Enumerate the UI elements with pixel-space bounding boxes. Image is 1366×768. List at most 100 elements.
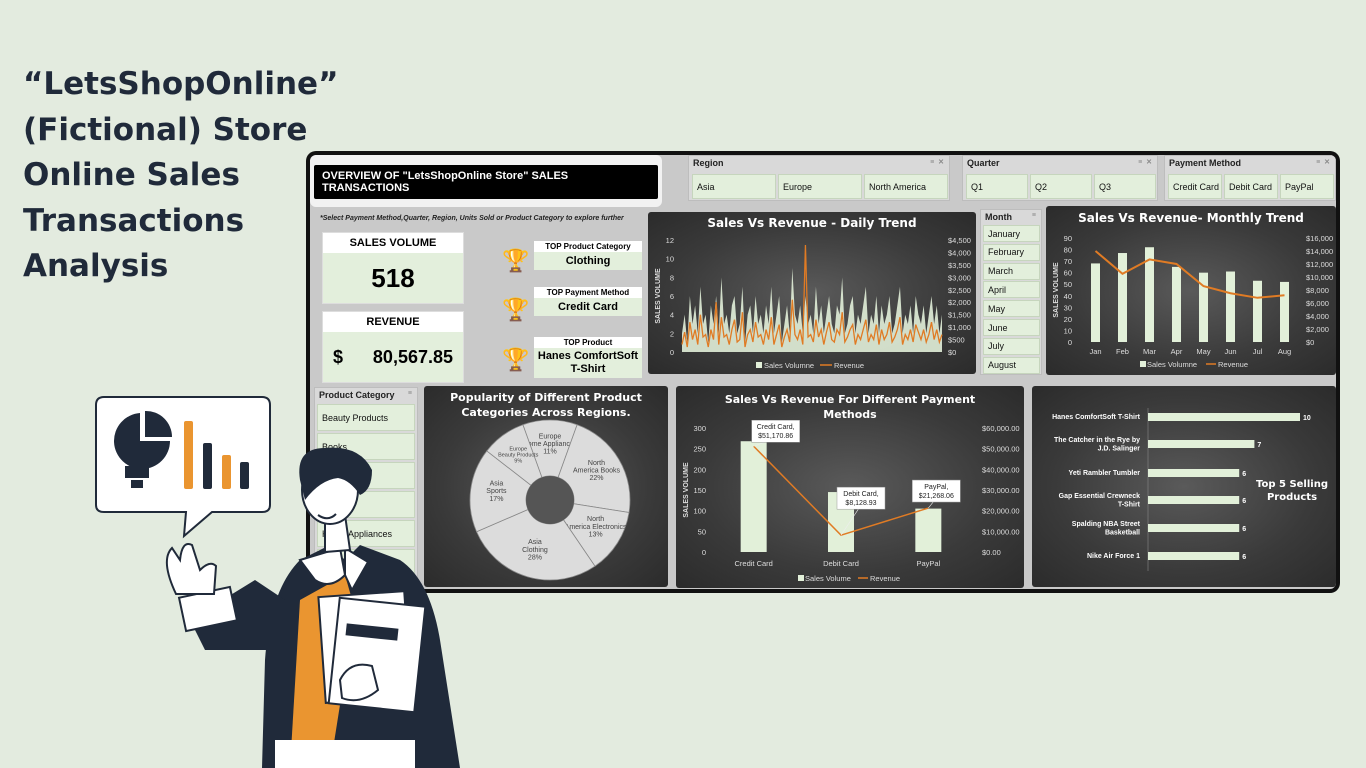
y2-tick-label: $3,000	[948, 273, 971, 282]
x-tick-label: Debit Card	[823, 559, 859, 568]
y-category-label: T-Shirt	[1118, 502, 1141, 509]
clear-filter-icon[interactable]: ≡	[1031, 212, 1037, 219]
slice-label: 17%	[489, 496, 503, 503]
slicer-item-month[interactable]: May	[983, 300, 1040, 318]
slicer-item-month[interactable]: January	[983, 225, 1040, 242]
analytics-icon	[114, 410, 249, 489]
bar	[1253, 280, 1262, 342]
y-tick-label: 4	[670, 311, 674, 320]
bar	[1148, 469, 1240, 477]
bar	[1199, 272, 1208, 342]
slicer-item-month[interactable]: July	[983, 337, 1040, 355]
slice-label: Europe	[509, 446, 527, 452]
bar	[1118, 253, 1127, 342]
slicer-item-month[interactable]: April	[983, 281, 1040, 299]
slicer-item-month[interactable]: February	[983, 243, 1040, 261]
slicer-item-q3[interactable]: Q3	[1094, 174, 1156, 199]
data-label: Credit Card,	[757, 424, 795, 431]
title-line: “LetsShopOnline”	[23, 66, 339, 102]
revenue-value-box: $ 80,567.85	[323, 332, 463, 382]
y2-tick-label: $10,000.00	[982, 527, 1020, 536]
slice-label: America Books	[573, 468, 621, 475]
y2-tick-label: $14,000	[1306, 247, 1333, 256]
clear-filter-icon[interactable]: ≡ ✕	[930, 159, 945, 166]
y-tick-label: 0	[670, 348, 674, 357]
clear-filter-icon[interactable]: ≡	[407, 390, 413, 397]
y-tick-label: 100	[693, 507, 706, 516]
legend-label: Sales Volumne	[764, 361, 814, 370]
trophy-icon: 🏆	[502, 347, 530, 372]
y-category-label: Hanes ComfortSoft T-Shirt	[1052, 414, 1141, 421]
slice-label: 11%	[543, 449, 557, 456]
slicer-item-category[interactable]	[317, 491, 415, 518]
data-label-box	[836, 486, 886, 510]
slicer-item-north-america[interactable]: North America	[864, 174, 948, 199]
y2-tick-label: $3,500	[948, 261, 971, 270]
slicer-item-asia[interactable]: Asia	[692, 174, 776, 199]
chart-title: Sales Vs Revenue- Monthly Trend	[1078, 211, 1304, 225]
data-label: $8,128.93	[845, 500, 876, 507]
y-tick-label: 10	[666, 255, 674, 264]
slice-label: 13%	[589, 532, 603, 539]
y2-tick-label: $20,000.00	[982, 507, 1020, 516]
slicer-item-credit-card[interactable]: Credit Card	[1168, 174, 1222, 199]
title-line: Analysis	[23, 248, 169, 284]
slicer-item-category[interactable]	[317, 462, 415, 489]
slicer-item-debit-card[interactable]: Debit Card	[1224, 174, 1278, 199]
data-label: $51,170.86	[758, 433, 793, 440]
bar	[1172, 266, 1181, 342]
top-label: TOP Product Category	[534, 241, 642, 252]
daily-trend-svg: 12 10 8 6 4 2 0 $4,500 $4,000 $3,500 $3,000 $2,500 $…	[655, 236, 971, 370]
filter-hint: *Select Payment Method,Quarter, Region, …	[320, 215, 624, 222]
top-products-chart: Top 5 Selling Products 10 Hanes ComfortSo…	[1032, 386, 1336, 587]
slice-label: Asia	[528, 539, 542, 546]
monthly-trend-chart: Sales Vs Revenue- Monthly Trend 90 80 70 60…	[1046, 206, 1336, 375]
slicer-item-month[interactable]: August	[983, 356, 1040, 374]
payment-method-slicer: Payment Method ≡ ✕ Credit Card Debit Card…	[1164, 155, 1336, 201]
slicer-item-category[interactable]: Books	[317, 433, 415, 460]
slicer-item-paypal[interactable]: PayPal	[1280, 174, 1334, 199]
bar	[1148, 524, 1240, 532]
y2-tick-label: $2,000	[948, 298, 971, 307]
slicer-title: Quarter	[967, 158, 1000, 168]
speech-bubble	[95, 396, 271, 539]
slicer-item-europe[interactable]: Europe	[778, 174, 862, 199]
slice-label: Europe	[539, 433, 562, 440]
slicer-item-month[interactable]: June	[983, 319, 1040, 336]
y-tick-label: 0	[1068, 338, 1072, 347]
bar-value-label: 10	[1303, 415, 1311, 422]
donut-hole	[526, 476, 574, 524]
y-category-label: Basketball	[1105, 530, 1140, 537]
y-tick-label: 10	[1064, 326, 1072, 335]
daily-trend-chart: Sales Vs Revenue - Daily Trend 12 10 8 6 4 2 0…	[648, 212, 976, 374]
chart-title: Sales Vs Revenue - Daily Trend	[707, 216, 917, 230]
y-category-label: Yeti Rambler Tumbler	[1069, 470, 1141, 477]
month-slicer: Month ≡ January February March April May June J…	[980, 209, 1042, 375]
top-payment: TOP Payment Method Credit Card	[534, 287, 642, 316]
bar	[915, 508, 942, 552]
clear-filter-icon[interactable]: ≡ ✕	[1138, 159, 1153, 166]
slice-label: Sports	[486, 488, 507, 495]
revenue-line	[681, 244, 943, 348]
monthly-trend-svg: 90 80 70 60 50 40 30 20 10 0 $16,000 $14,000 $12,000…	[1053, 234, 1333, 369]
slicer-item-category[interactable]	[317, 549, 415, 576]
laptop-screen-frame: OVERVIEW OF "LetsShopOnline Store" SALES…	[306, 151, 1340, 593]
overview-title: OVERVIEW OF "LetsShopOnline Store" SALES…	[314, 165, 658, 199]
title-line: (Fictional) Store	[23, 111, 308, 148]
slicer-item-q2[interactable]: Q2	[1030, 174, 1092, 199]
slicer-title: Product Category	[319, 390, 395, 400]
slicer-item-q1[interactable]: Q1	[966, 174, 1028, 199]
pie-slice	[476, 509, 596, 581]
bar-value-label: 6	[1242, 526, 1246, 533]
slicer-item-category[interactable]: Home Appliances	[317, 520, 415, 547]
slicer-item-month[interactable]: March	[983, 262, 1040, 280]
slicer-item-category[interactable]: Beauty Products	[317, 404, 415, 431]
bar	[1148, 552, 1240, 560]
y-tick-label: 8	[670, 273, 674, 282]
payment-method-chart: Sales Vs Revenue For Different Payment M…	[676, 386, 1024, 588]
y-tick-label: 50	[1064, 280, 1072, 289]
slicer-title: Payment Method	[1169, 158, 1242, 168]
y-tick-label: 200	[693, 465, 706, 474]
y2-tick-label: $2,500	[948, 286, 971, 295]
clear-filter-icon[interactable]: ≡ ✕	[1316, 159, 1331, 166]
